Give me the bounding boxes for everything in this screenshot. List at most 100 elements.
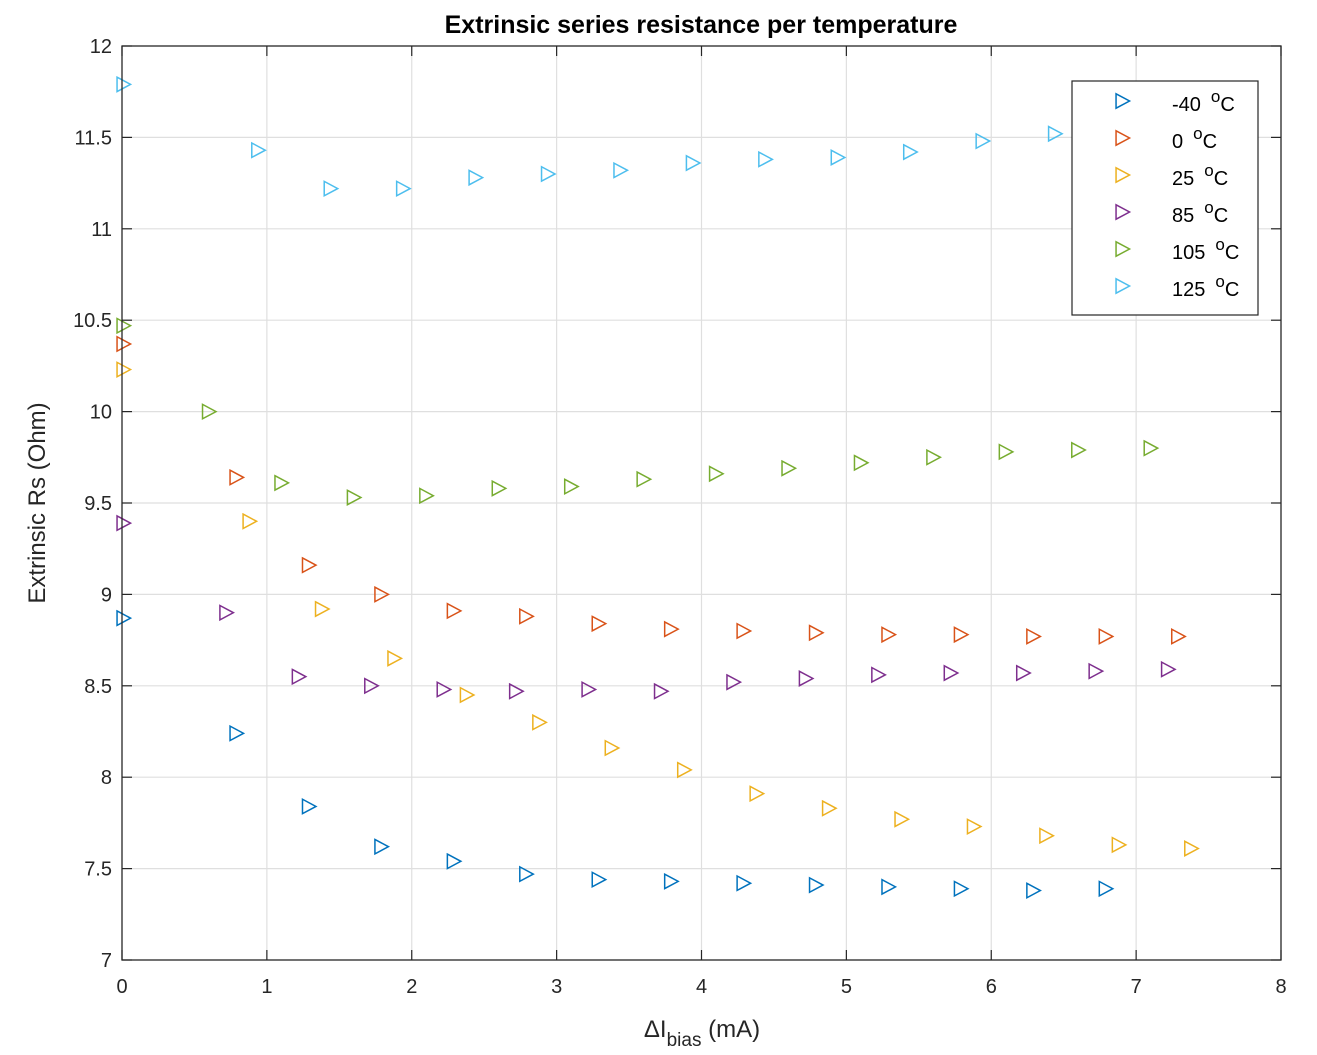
data-point	[943, 664, 960, 682]
x-tick-label: 7	[1131, 976, 1142, 998]
data-point	[736, 874, 753, 892]
data-point	[242, 512, 259, 530]
x-axis-label: ΔIbias (mA)	[644, 1016, 760, 1051]
data-point	[902, 143, 919, 161]
data-point	[116, 335, 133, 353]
data-point	[229, 468, 246, 486]
legend-box	[1071, 80, 1259, 316]
y-axis-label: Extrinsic Rs (Ohm)	[24, 402, 51, 603]
data-point	[821, 799, 838, 817]
data-point	[1160, 660, 1177, 678]
x-tick-label: 4	[696, 976, 707, 998]
data-point	[229, 724, 246, 742]
data-point	[1026, 882, 1042, 899]
legend-label: 25 oC	[1172, 161, 1228, 190]
legend-value: 25	[1172, 168, 1194, 190]
data-point	[808, 624, 825, 642]
data-point	[446, 852, 463, 870]
x-tick-label: 6	[986, 976, 997, 998]
legend-label: 0 oC	[1172, 124, 1217, 153]
data-point	[116, 317, 133, 335]
legend-degree: o	[1215, 235, 1224, 254]
data-point	[301, 556, 318, 574]
legend-entry: 105 oC	[1115, 235, 1239, 264]
data-point	[1111, 836, 1128, 854]
legend-degree: o	[1193, 124, 1202, 143]
legend-value: 105	[1172, 242, 1205, 264]
data-point	[953, 880, 970, 898]
legend-degree: o	[1204, 161, 1213, 180]
data-point	[853, 454, 870, 472]
data-point	[894, 810, 911, 828]
legend-value: 85	[1172, 205, 1194, 227]
data-point	[1143, 439, 1160, 457]
data-point	[419, 487, 435, 505]
data-point	[781, 459, 798, 477]
axis-ticks	[121, 45, 1282, 961]
data-point	[116, 75, 133, 93]
legend-entry: -40 oC	[1115, 87, 1235, 116]
legend-marker	[1115, 166, 1132, 184]
series-4	[116, 317, 1160, 506]
x-axis-label-subscript: bias	[667, 1030, 702, 1051]
x-tick-label: 8	[1275, 976, 1286, 998]
data-point	[636, 470, 653, 488]
series-1	[116, 335, 1187, 645]
data-point	[364, 677, 380, 695]
data-point	[726, 673, 743, 691]
data-point	[251, 141, 267, 159]
data-point	[736, 622, 753, 640]
data-point	[758, 150, 774, 168]
legend-unit: C	[1203, 131, 1217, 153]
data-point	[953, 626, 970, 644]
legend-entry: 25 oC	[1115, 161, 1228, 190]
data-point	[508, 682, 525, 700]
data-point	[387, 649, 404, 667]
legend-marker	[1115, 92, 1132, 110]
data-point	[966, 818, 983, 836]
legend-entry: 0 oC	[1115, 124, 1217, 153]
data-point	[581, 681, 598, 698]
series-0	[116, 609, 1115, 899]
data-point	[519, 607, 535, 625]
legend-unit: C	[1220, 94, 1234, 116]
legend-degree: o	[1211, 87, 1220, 106]
legend-marker	[1115, 129, 1132, 147]
x-tick-label: 3	[551, 976, 562, 998]
data-point	[1047, 125, 1064, 143]
legend-marker	[1115, 240, 1132, 258]
legend-label: 85 oC	[1172, 198, 1228, 227]
data-point	[798, 670, 815, 687]
legend-marker	[1115, 203, 1132, 221]
data-point	[116, 609, 133, 627]
y-tick-label: 8	[101, 767, 112, 789]
y-tick-label: 11	[91, 219, 112, 241]
x-tick-label: 0	[116, 976, 127, 998]
data-point	[881, 626, 898, 644]
data-point	[519, 865, 535, 883]
data-point	[468, 169, 485, 187]
y-tick-label: 7	[101, 950, 112, 972]
data-point	[871, 666, 887, 684]
data-point	[1088, 662, 1105, 680]
y-tick-label: 7.5	[84, 859, 112, 881]
data-point	[532, 713, 548, 731]
y-tick-label: 10	[90, 402, 112, 424]
data-point	[1170, 627, 1187, 645]
legend-label: 125 oC	[1172, 272, 1239, 301]
data-point	[749, 785, 766, 803]
data-point	[346, 489, 363, 506]
data-point	[374, 838, 391, 856]
data-point	[1015, 664, 1032, 682]
data-point	[1098, 880, 1115, 898]
y-tick-label: 9.5	[84, 493, 112, 515]
legend-value: 0	[1172, 131, 1183, 153]
data-point	[274, 474, 291, 492]
data-point	[116, 361, 133, 379]
y-tick-label: 10.5	[73, 310, 112, 332]
data-point	[436, 681, 453, 698]
y-tick-label: 9	[101, 584, 112, 606]
y-tick-label: 11.5	[75, 127, 112, 149]
